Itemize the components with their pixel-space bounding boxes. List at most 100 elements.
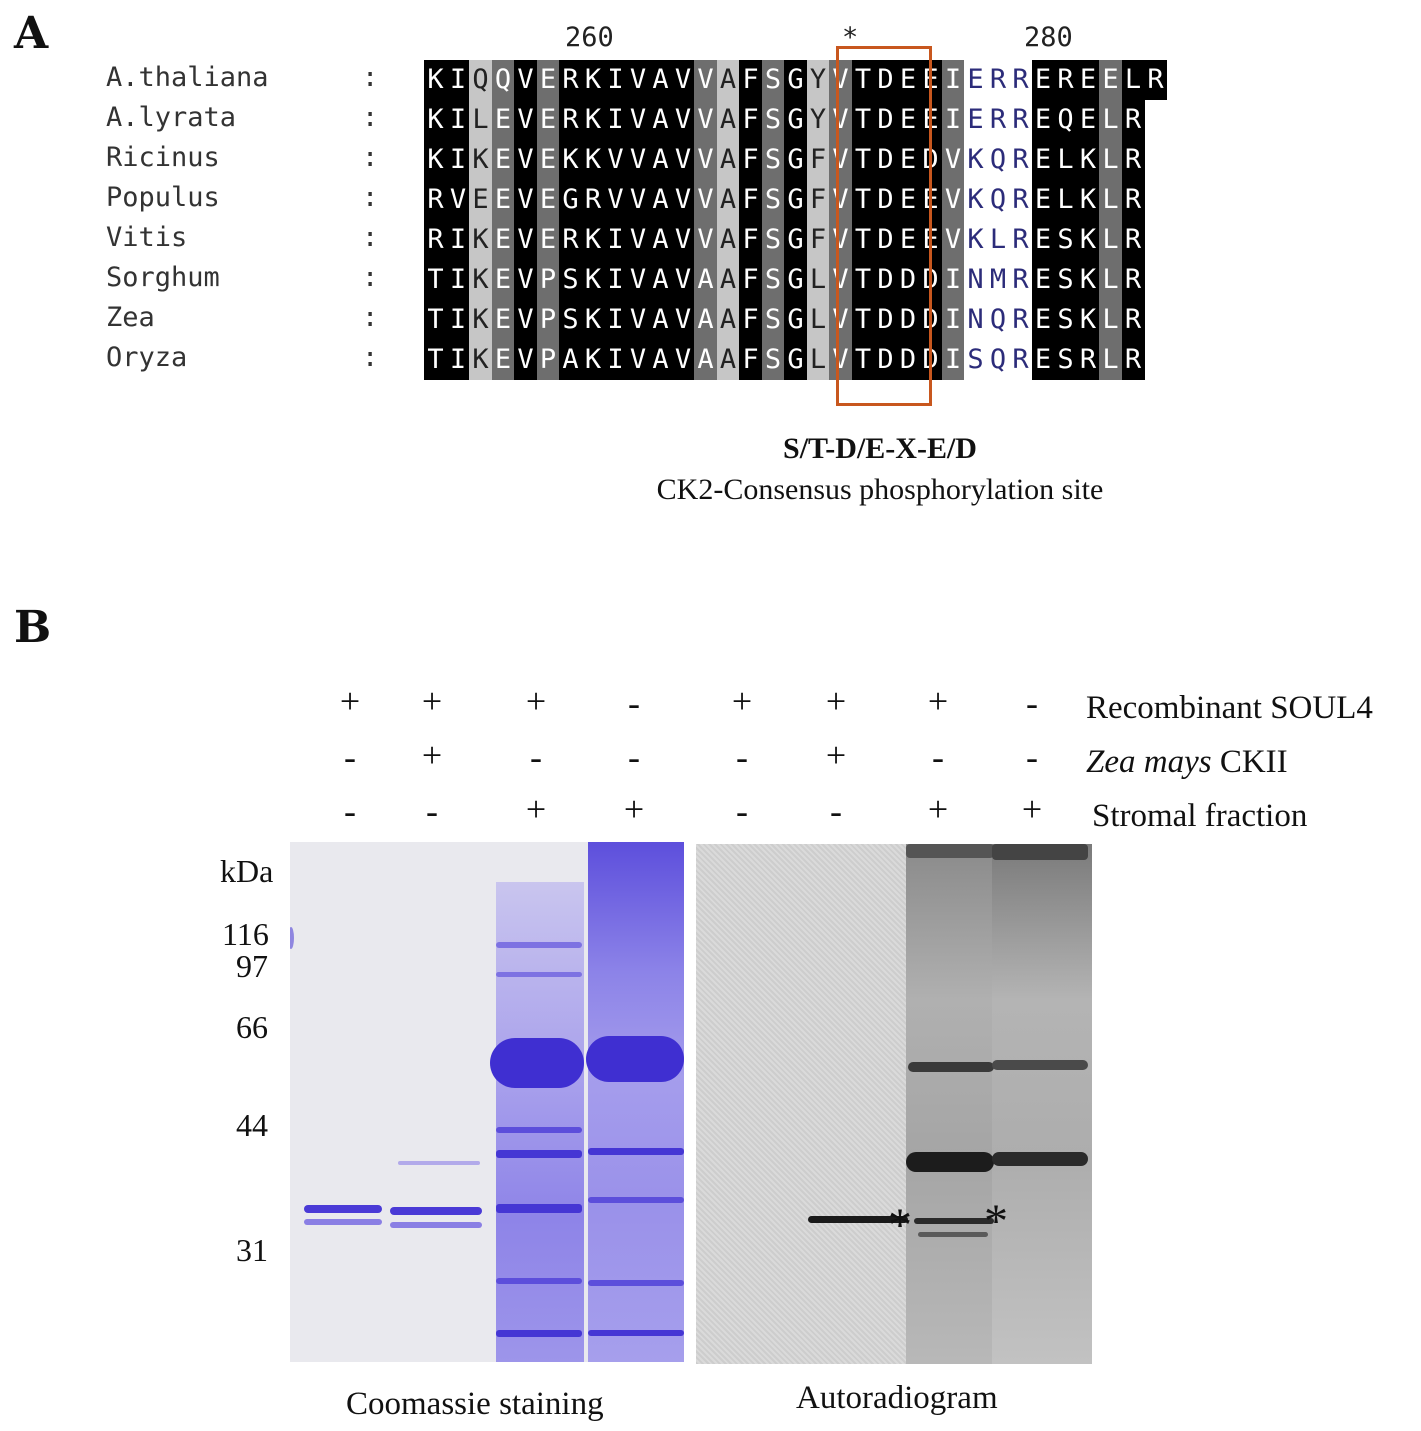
species-name: Populus xyxy=(106,182,220,213)
alignment-residue: S xyxy=(761,340,785,380)
alignment-residue: P xyxy=(536,260,560,300)
alignment-residue: F xyxy=(806,220,830,260)
alignment-residue: P xyxy=(536,340,560,380)
alignment-residue: A xyxy=(694,260,717,300)
alignment-residue: A xyxy=(649,340,672,380)
alignment-residue: V xyxy=(446,180,470,220)
alignment-residue: I xyxy=(604,220,627,260)
alignment-residue: D xyxy=(874,340,897,380)
alignment-residue: D xyxy=(874,100,897,140)
alignment-residue: S xyxy=(559,300,582,340)
alignment-residue: R xyxy=(1009,260,1032,300)
lane-condition-mark: + xyxy=(623,789,645,829)
alignment-residue: S xyxy=(761,260,785,300)
alignment-residue: Q xyxy=(469,60,492,100)
species-name: Oryza xyxy=(106,342,188,373)
alignment-residue: E xyxy=(536,220,560,260)
alignment-residue: T xyxy=(424,260,447,300)
alignment-residue: K xyxy=(469,300,492,340)
condition-label-italic: Zea mays xyxy=(1086,744,1212,780)
asterisk-lane-6: * xyxy=(888,1199,912,1252)
alignment-residue: A xyxy=(716,180,740,220)
alignment-residue: L xyxy=(1099,260,1122,300)
alignment-residue: R xyxy=(1121,100,1145,140)
alignment-residue: I xyxy=(941,60,965,100)
alignment-residue: L xyxy=(1099,140,1122,180)
alignment-residue: V xyxy=(626,100,650,140)
lane-condition-mark: - xyxy=(628,683,640,723)
alignment-residue: S xyxy=(761,60,785,100)
lane-condition-mark: + xyxy=(525,681,547,721)
lane-condition-mark: - xyxy=(1026,737,1038,777)
alignment-residue: D xyxy=(896,260,920,300)
alignment-residue: R xyxy=(1009,180,1032,220)
alignment-residue: V xyxy=(514,140,537,180)
alignment-residue: K xyxy=(424,140,447,180)
alignment-residue: T xyxy=(851,60,875,100)
lane-condition-mark: + xyxy=(927,681,949,721)
alignment-residue: L xyxy=(806,260,830,300)
alignment-residue: D xyxy=(874,300,897,340)
alignment-residue: G xyxy=(784,220,807,260)
ck2-motif-highlight-box xyxy=(836,46,932,406)
alignment-residue: I xyxy=(941,300,965,340)
alignment-residue: V xyxy=(941,180,965,220)
alignment-residue: E xyxy=(491,220,515,260)
alignment-residue: L xyxy=(986,220,1010,260)
alignment-residue: E xyxy=(1099,60,1122,100)
panel-a-label: A xyxy=(14,8,49,59)
alignment-residue: L xyxy=(1054,140,1077,180)
alignment-residue: R xyxy=(1009,140,1032,180)
alignment-residue: V xyxy=(671,180,695,220)
alignment-residue: V xyxy=(626,220,650,260)
alignment-residue: I xyxy=(941,100,965,140)
alignment-residue: K xyxy=(469,220,492,260)
species-name: Vitis xyxy=(106,222,188,253)
alignment-residue: L xyxy=(1099,180,1122,220)
alignment-residue: V xyxy=(671,340,695,380)
alignment-residue: V xyxy=(671,140,695,180)
coomassie-caption: Coomassie staining xyxy=(346,1386,604,1422)
lane-condition-mark: - xyxy=(628,737,640,777)
alignment-residue: A xyxy=(716,340,740,380)
condition-label: Stromal fraction xyxy=(1092,798,1307,835)
alignment-residue: I xyxy=(446,100,470,140)
alignment-residue: G xyxy=(559,180,582,220)
alignment-residue: K xyxy=(469,340,492,380)
alignment-residue: A xyxy=(649,180,672,220)
species-separator: : xyxy=(362,262,379,293)
alignment-residue: V xyxy=(626,140,650,180)
lane-condition-mark: + xyxy=(421,681,443,721)
alignment-residue: I xyxy=(446,220,470,260)
alignment-residue: I xyxy=(446,260,470,300)
alignment-residue: F xyxy=(739,220,762,260)
alignment-residue: L xyxy=(1099,220,1122,260)
alignment-residue: R xyxy=(1009,300,1032,340)
alignment-residue: V xyxy=(671,260,695,300)
alignment-residue: R xyxy=(559,60,582,100)
alignment-residue: I xyxy=(604,260,627,300)
alignment-residue: I xyxy=(604,60,627,100)
species-separator: : xyxy=(362,182,379,213)
alignment-residue: G xyxy=(784,140,807,180)
alignment-residue: A xyxy=(649,260,672,300)
alignment-residue: R xyxy=(581,180,605,220)
alignment-residue: Y xyxy=(806,100,830,140)
alignment-residue: K xyxy=(424,100,447,140)
autoradiogram-caption: Autoradiogram xyxy=(796,1380,998,1416)
alignment-residue: K xyxy=(581,340,605,380)
alignment-residue: Q xyxy=(986,140,1010,180)
mw-marker-44: 44 xyxy=(236,1107,268,1143)
alignment-residue: F xyxy=(739,180,762,220)
alignment-residue: S xyxy=(761,140,785,180)
alignment-residue: R xyxy=(559,100,582,140)
alignment-residue: I xyxy=(446,60,470,100)
alignment-residue: R xyxy=(1009,60,1032,100)
alignment-residue: E xyxy=(1031,60,1055,100)
alignment-residue: V xyxy=(626,300,650,340)
alignment-residue: K xyxy=(581,60,605,100)
lane-condition-mark: - xyxy=(932,737,944,777)
alignment-residue: E xyxy=(536,60,560,100)
alignment-residue: Q xyxy=(491,60,515,100)
